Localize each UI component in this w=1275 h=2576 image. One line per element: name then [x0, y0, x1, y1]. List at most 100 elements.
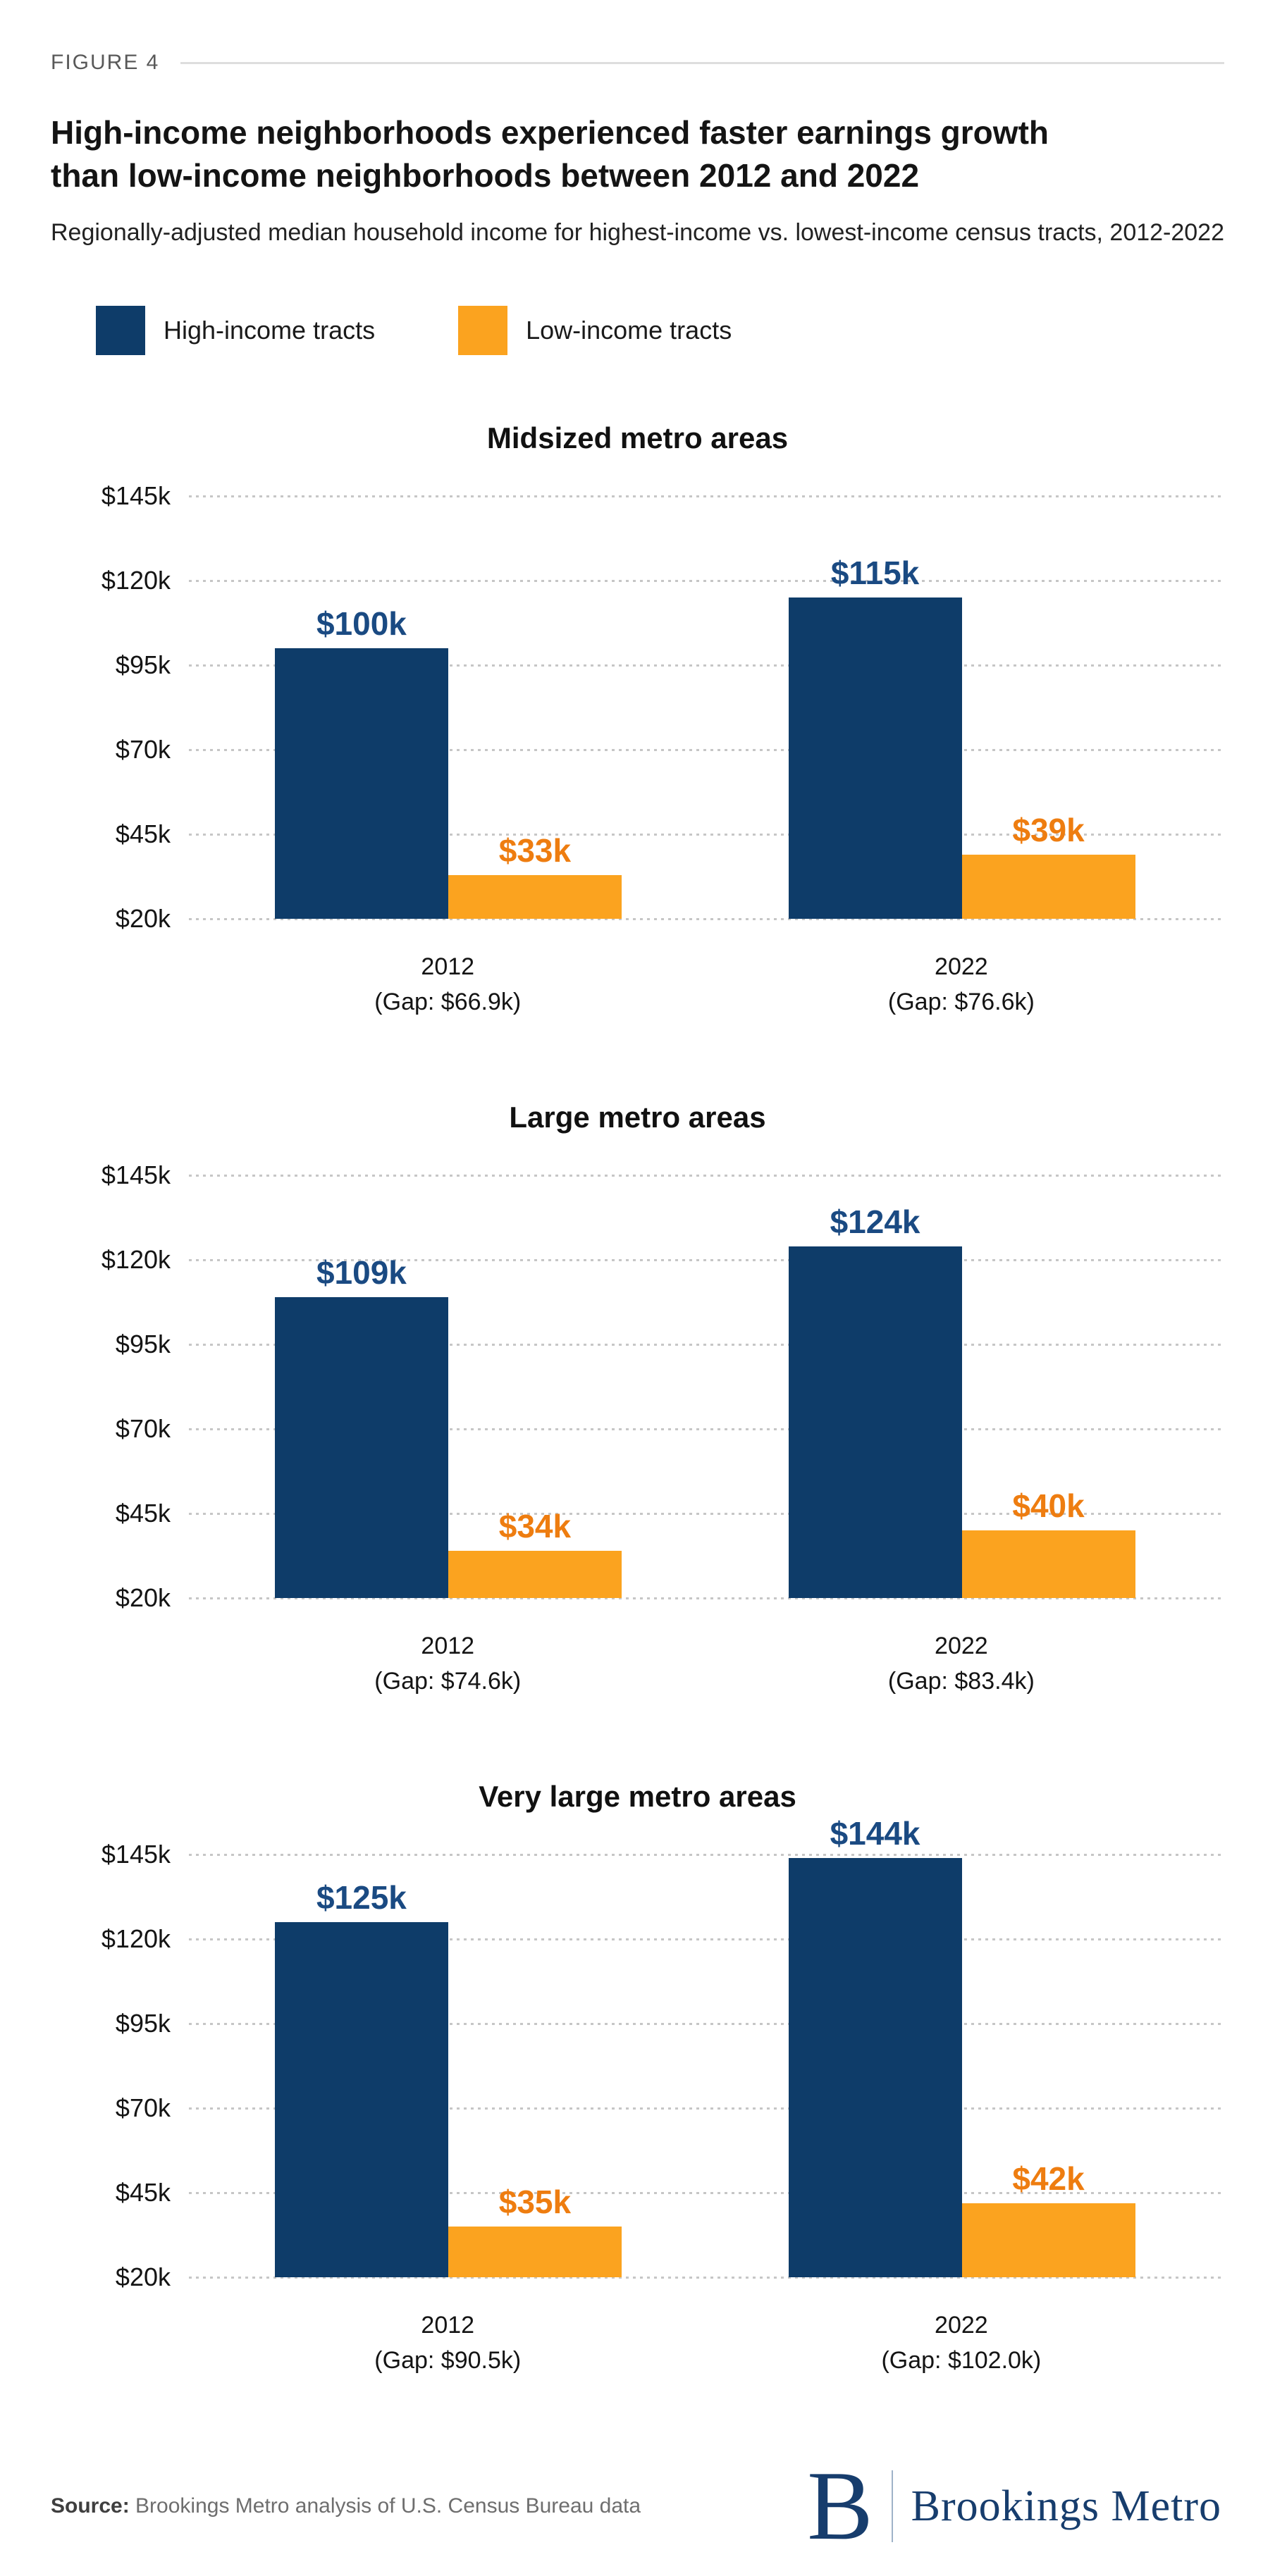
bar-group-2022: $144k $42k	[788, 1815, 1135, 2278]
bar-group-2012: $125k $35k	[274, 1879, 622, 2278]
bar-group-2012: $109k $34k	[274, 1254, 622, 1599]
y-axis-tick-label: $120k	[101, 566, 171, 595]
chart-midsized-metro-areas: Midsized metro areas $145k $120k $95k $70k $4…	[51, 421, 1224, 1036]
gridline	[189, 495, 1224, 498]
gridline	[189, 1513, 1224, 1516]
y-axis-tick-label: $70k	[115, 735, 171, 764]
header-divider-line	[180, 61, 1224, 64]
y-axis: $145k $120k $95k $70k $45k $20k	[51, 481, 171, 933]
y-axis-tick-label: $120k	[101, 1245, 171, 1275]
low-income-bar-2012: $34k	[448, 1508, 622, 1599]
gridline	[189, 664, 1224, 667]
logo-wordmark: Brookings Metro	[911, 2482, 1221, 2530]
category-gap-label: (Gap: $76.6k)	[887, 988, 1035, 1015]
category-year-label: 2012	[421, 953, 475, 981]
source-note: Source: Brookings Metro analysis of U.S.…	[51, 2490, 641, 2523]
figure-header: FIGURE 4	[51, 51, 1224, 75]
bar-group-2022: $124k $40k	[788, 1203, 1135, 1599]
y-axis-tick-label: $145k	[101, 481, 171, 511]
y-axis-tick-label: $45k	[115, 1499, 171, 1528]
legend-label-low-income: Low-income tracts	[526, 316, 732, 345]
x-axis-category-label: 2012 (Gap: $66.9k)	[374, 950, 521, 1020]
high-income-bar-2012: $125k	[274, 1879, 448, 2278]
low-income-bar-2022: $42k	[961, 2160, 1135, 2278]
x-axis-category-label: 2012 (Gap: $74.6k)	[374, 1629, 521, 1699]
low-income-bar-2012: $33k	[448, 832, 622, 919]
x-axis-labels: 2012 (Gap: $66.9k) 2022 (Gap: $76.6k)	[189, 950, 1224, 1036]
logo-divider	[891, 2470, 893, 2543]
legend-item-low-income: Low-income tracts	[458, 306, 732, 356]
chart-very-large-metro-areas: Very large metro areas $145k $120k $95k $70k…	[51, 1780, 1224, 2394]
brookings-metro-logo: B Brookings Metro	[807, 2457, 1224, 2556]
y-axis-tick-label: $145k	[101, 1160, 171, 1190]
y-axis-tick-label: $120k	[101, 1924, 171, 1954]
legend-item-high-income: High-income tracts	[96, 306, 375, 356]
y-axis-tick-label: $20k	[115, 904, 171, 934]
gridline	[189, 1854, 1224, 1857]
low-income-swatch	[458, 306, 508, 356]
charts-container: Midsized metro areas $145k $120k $95k $70k $4…	[51, 421, 1224, 2394]
low-income-bar-2022: $39k	[961, 812, 1135, 919]
y-axis-tick-label: $70k	[115, 1414, 171, 1444]
bar-value-label: $40k	[1012, 1487, 1085, 1525]
category-year-label: 2012	[421, 2312, 475, 2339]
bar-value-label: $34k	[498, 1508, 572, 1545]
bar-value-label: $125k	[316, 1879, 407, 1916]
gridline	[189, 2192, 1224, 2195]
category-year-label: 2022	[935, 2312, 988, 2339]
gridline	[189, 1259, 1224, 1262]
x-axis-category-label: 2022 (Gap: $102.0k)	[881, 2308, 1041, 2378]
gridline	[189, 1597, 1224, 1600]
plot-area: $125k $35k $144k $42k	[189, 1815, 1224, 2279]
plot-area: $100k $33k $115k $39k	[189, 495, 1224, 921]
x-axis-category-label: 2022 (Gap: $83.4k)	[888, 1629, 1035, 1699]
gridline	[189, 2023, 1224, 2026]
bar-value-label: $109k	[316, 1254, 407, 1292]
plot-row: $145k $120k $95k $70k $45k $20k $109k $34k $124k…	[51, 1160, 1224, 1612]
y-axis-tick-label: $45k	[115, 819, 171, 849]
source-label: Source:	[51, 2494, 130, 2518]
gridline	[189, 834, 1224, 836]
y-axis: $145k $120k $95k $70k $45k $20k	[51, 1160, 171, 1612]
x-axis-category-label: 2022 (Gap: $76.6k)	[888, 950, 1035, 1020]
x-axis-labels: 2012 (Gap: $90.5k) 2022 (Gap: $102.0k)	[189, 2308, 1224, 2394]
gridline	[189, 1344, 1224, 1346]
plot-row: $145k $120k $95k $70k $45k $20k $100k $33k $115k…	[51, 481, 1224, 933]
y-axis-tick-label: $145k	[101, 1840, 171, 1869]
chart-large-metro-areas: Large metro areas $145k $120k $95k $70k $45k $…	[51, 1101, 1224, 1715]
y-axis-tick-label: $45k	[115, 2178, 171, 2207]
x-axis-labels: 2012 (Gap: $74.6k) 2022 (Gap: $83.4k)	[189, 1629, 1224, 1715]
figure-number-label: FIGURE 4	[51, 51, 160, 74]
bar-group-2022: $115k $39k	[788, 555, 1135, 919]
chart-main-title: High-income neighborhoods experienced fa…	[51, 114, 1049, 194]
y-axis-tick-label: $20k	[115, 1583, 171, 1613]
high-income-bar-2022: $124k	[788, 1203, 962, 1599]
category-gap-label: (Gap: $90.5k)	[374, 2346, 522, 2374]
y-axis-tick-label: $95k	[115, 1330, 171, 1359]
footer: Source: Brookings Metro analysis of U.S.…	[51, 2457, 1224, 2556]
low-income-bar-2012: $35k	[448, 2184, 622, 2278]
bar-value-label: $124k	[830, 1203, 920, 1241]
low-income-bar-2022: $40k	[961, 1487, 1135, 1599]
bar-value-label: $39k	[1012, 812, 1085, 849]
bar-group-2012: $100k $33k	[274, 605, 622, 919]
category-gap-label: (Gap: $74.6k)	[374, 1667, 522, 1695]
plot-area: $109k $34k $124k $40k	[189, 1175, 1224, 1600]
gridline	[189, 2107, 1224, 2110]
high-income-bar-2012: $109k	[274, 1254, 448, 1599]
bar-value-label: $144k	[830, 1815, 920, 1852]
plot-row: $145k $120k $95k $70k $45k $20k $125k $35k $144k…	[51, 1815, 1224, 2291]
gridline	[189, 2277, 1224, 2279]
legend: High-income tracts Low-income tracts	[96, 306, 1224, 356]
category-gap-label: (Gap: $83.4k)	[887, 1667, 1035, 1695]
y-axis-tick-label: $95k	[115, 650, 171, 680]
chart-panel-title: Very large metro areas	[479, 1780, 796, 1814]
gridline	[189, 918, 1224, 921]
bar-value-label: $33k	[498, 832, 572, 869]
gridline	[189, 1428, 1224, 1431]
category-year-label: 2022	[935, 953, 988, 981]
gridline	[189, 749, 1224, 752]
high-income-bar-2012: $100k	[274, 605, 448, 919]
source-text: Brookings Metro analysis of U.S. Census …	[129, 2494, 641, 2518]
